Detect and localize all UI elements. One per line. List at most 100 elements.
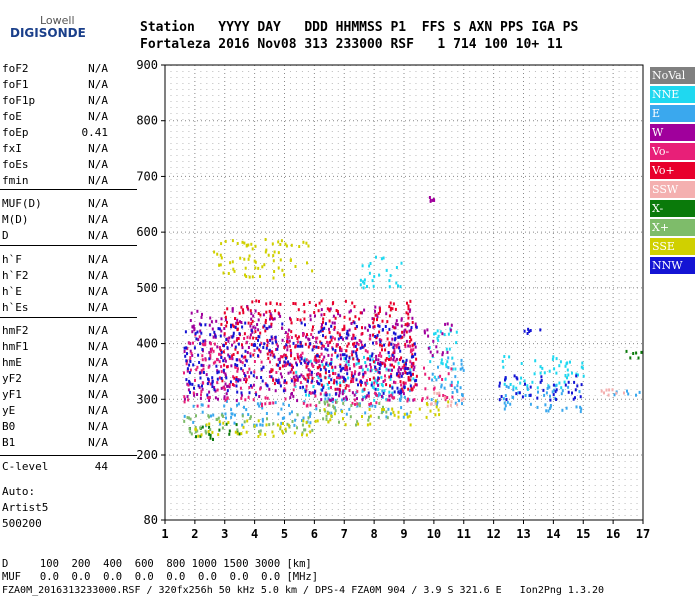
echo-point-vo- <box>406 322 409 326</box>
echo-point-vo- <box>246 335 249 339</box>
echo-point-nnw <box>374 387 377 391</box>
echo-point-w <box>339 314 342 318</box>
echo-point-vo- <box>294 345 297 349</box>
echo-point-vo- <box>385 383 388 387</box>
echo-point-e <box>506 400 509 404</box>
y-tick-label: 600 <box>136 225 158 239</box>
echo-point-vo- <box>421 398 423 402</box>
echo-point-vo- <box>432 387 435 391</box>
echo-point-vo- <box>248 367 251 371</box>
echo-point-nne <box>560 386 563 390</box>
echo-point-sse <box>408 414 411 418</box>
echo-point-vo- <box>402 381 405 385</box>
echo-point-w <box>427 334 430 338</box>
echo-point-nnw <box>340 367 343 371</box>
echo-point-w <box>199 396 202 400</box>
echo-point-vo- <box>261 402 263 406</box>
echo-point-sse <box>437 408 440 412</box>
echo-point-sse <box>244 266 247 270</box>
echo-point-sse <box>239 256 242 260</box>
echo-point-nnw <box>263 324 266 328</box>
echo-point-vo- <box>372 360 375 364</box>
echo-point-nnw <box>191 382 194 386</box>
echo-point-nnw <box>299 340 302 344</box>
echo-point-nnw <box>225 376 228 380</box>
echo-point-e <box>509 402 512 406</box>
echo-point-nnw <box>304 323 306 327</box>
echo-point-w <box>257 318 260 322</box>
echo-point-vo- <box>243 337 246 340</box>
echo-point-nne <box>317 376 320 380</box>
echo-point-nnw <box>226 346 229 350</box>
echo-point-sse <box>247 243 250 247</box>
echo-point-w <box>220 317 223 321</box>
echo-point-w <box>189 319 192 322</box>
echo-point-vo- <box>226 307 229 311</box>
echo-point-nnw <box>571 391 573 395</box>
echo-point-w <box>292 365 294 369</box>
echo-point-vo- <box>394 307 397 311</box>
echo-point-nnw <box>281 322 284 326</box>
echo-point-e <box>517 391 520 395</box>
echo-point-w <box>223 395 226 399</box>
echo-point-ssw <box>460 398 463 402</box>
echo-point-nnw <box>555 388 558 392</box>
echo-point-w <box>199 329 202 333</box>
echo-point-e <box>281 416 284 420</box>
echo-point-nnw <box>269 338 272 342</box>
echo-point-x- <box>241 414 244 418</box>
echo-point-vo- <box>330 353 333 357</box>
echo-point-vo- <box>294 302 297 306</box>
echo-point-sse <box>267 253 270 257</box>
echo-point-sse <box>311 269 314 273</box>
param-name-group2-2: D <box>2 229 9 242</box>
echo-point-vo- <box>247 321 250 325</box>
d-distance-row: D 100 200 400 600 800 1000 1500 3000 [km… <box>2 558 312 570</box>
echo-point-w <box>332 314 335 318</box>
echo-point-e <box>524 394 527 397</box>
echo-point-nnw <box>220 356 223 359</box>
echo-point-nne <box>501 359 504 363</box>
echo-point-x- <box>221 426 224 430</box>
echo-point-vo- <box>183 400 186 404</box>
echo-point-sse <box>277 240 280 244</box>
echo-point-nnw <box>414 352 417 356</box>
echo-point-vo- <box>220 370 223 374</box>
y-tick-label: 300 <box>136 392 158 406</box>
echo-point-nnw <box>250 329 253 333</box>
x-tick-label: 2 <box>191 527 198 541</box>
echo-point-nnw <box>334 392 337 396</box>
echo-point-vo- <box>289 349 292 352</box>
echo-point-nnw <box>216 371 219 375</box>
echo-point-vo- <box>357 342 360 346</box>
echo-point-e <box>301 419 303 422</box>
echo-point-nnw <box>234 345 237 349</box>
echo-point-nnw <box>217 327 220 331</box>
echo-point-w <box>412 363 415 367</box>
echo-point-nnw <box>275 379 278 383</box>
echo-point-nnw <box>248 391 251 395</box>
echo-point-w <box>446 350 449 354</box>
echo-point-sse <box>279 243 282 246</box>
echo-point-vo- <box>390 356 393 360</box>
echo-point-nne <box>336 382 338 386</box>
echo-point-sse <box>308 424 311 428</box>
echo-point-ssw <box>605 388 608 392</box>
echo-point-e <box>461 402 463 406</box>
echo-point-vo- <box>354 402 356 406</box>
param-divider <box>0 455 137 456</box>
echo-point-nne <box>327 364 330 367</box>
echo-point-e <box>348 407 351 411</box>
echo-point-w <box>429 198 432 202</box>
legend-item-nne: NNE <box>650 86 695 103</box>
echo-point-w <box>217 397 219 401</box>
echo-point-nne <box>448 347 451 351</box>
y-tick-label: 80 <box>144 513 158 527</box>
echo-point-vo- <box>320 299 323 303</box>
param-value-group1-6: N/A <box>88 158 108 171</box>
echo-point-w <box>402 392 405 396</box>
echo-point-nnw <box>185 346 188 350</box>
echo-point-ssw <box>615 391 618 395</box>
echo-point-e <box>330 411 333 415</box>
